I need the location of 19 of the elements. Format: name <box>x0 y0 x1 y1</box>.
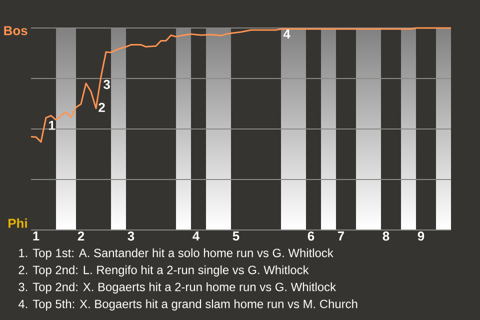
x-tick-label: 1 <box>33 232 40 240</box>
text: 1. Top 1st: A. Santander hit a solo home run vs G. Whitlock <box>19 248 334 260</box>
annotation: 3 <box>104 80 110 90</box>
x-tick-label: 5 <box>232 232 240 241</box>
x-tick-label: 6 <box>308 232 314 241</box>
x-tick-label: 8 <box>382 232 390 241</box>
x-tick-label: 7 <box>338 232 344 240</box>
text: Bos <box>4 26 28 36</box>
text: 4. Top 5th: X. Bogaerts hit a grand slam home run vs M. Church <box>18 299 358 311</box>
x-tick-label: 4 <box>192 232 200 240</box>
x-tick-label: 3 <box>128 232 134 241</box>
text: Phi <box>8 218 27 228</box>
x-tick-label: 2 <box>78 232 84 241</box>
annotation: 1 <box>49 120 56 130</box>
x-tick-label: 9 <box>418 232 424 241</box>
text: 2. Top 2nd: L. Rengifo hit a 2-run single vs G. Whitlock <box>18 265 309 277</box>
text: 3. Top 2nd: X. Bogaerts hit a 2-run home run vs G. Whitlock <box>18 282 336 294</box>
annotation: 4 <box>283 30 290 38</box>
annotation: 2 <box>98 102 105 112</box>
